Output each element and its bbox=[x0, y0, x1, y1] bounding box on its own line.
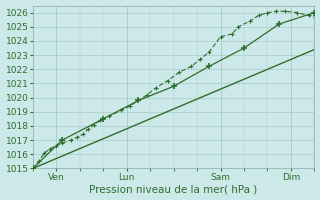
X-axis label: Pression niveau de la mer( hPa ): Pression niveau de la mer( hPa ) bbox=[90, 184, 258, 194]
